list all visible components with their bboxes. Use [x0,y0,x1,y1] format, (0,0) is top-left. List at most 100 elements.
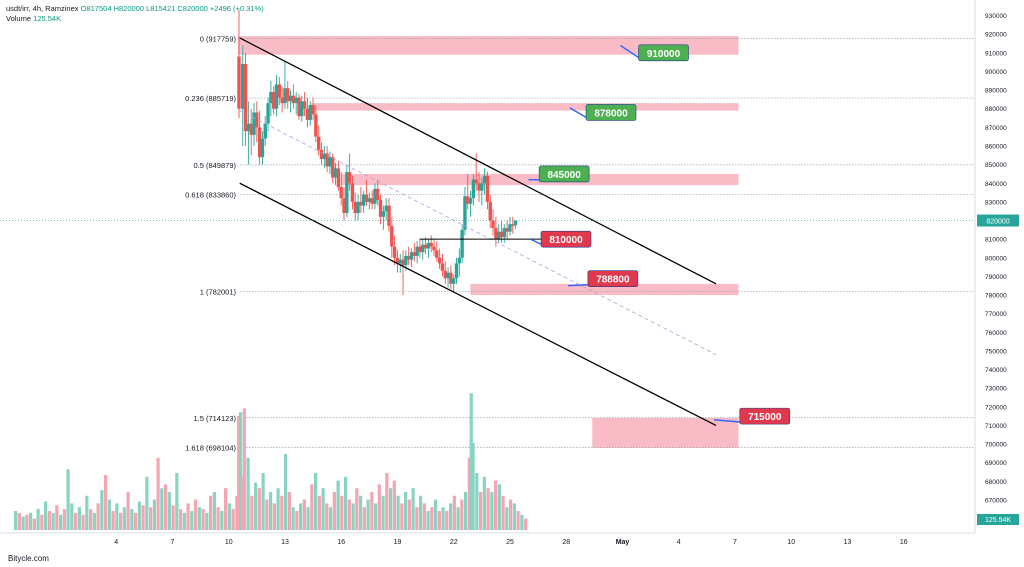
candle-body [308,105,312,120]
candle-body [415,246,419,256]
price-callout [585,104,637,121]
candle-body [460,229,464,258]
ohlc-readout: O817504 H820000 L815421 C820000 +2496 (+… [80,4,264,13]
candle-body [257,127,262,158]
candle-body [505,227,509,232]
volume-bar [14,511,18,530]
volume-bar [32,518,36,530]
volume-bar [400,503,404,530]
candle-body [288,95,293,102]
watermark: Bitycle.com [8,554,49,563]
volume-tag [977,514,1019,525]
volume-bar [254,482,258,530]
price-callout-label: 788800 [596,275,630,286]
volume-bar [520,514,524,530]
volume-bar [415,507,419,530]
volume-bar [486,488,490,530]
candle-body [485,175,490,202]
time-tick-label: 25 [506,539,514,546]
volume-bar [467,457,471,530]
volume-bar [497,484,501,530]
callout-line [714,419,742,423]
volume-bar [340,495,344,530]
candle-body [443,270,447,279]
volume-bar [287,492,291,530]
time-tick-label: 16 [337,539,345,546]
volume-bar [321,488,325,530]
candle-body [513,220,518,226]
volume-bar [314,473,318,530]
time-tick-label: 16 [900,539,908,546]
resistance-zone [592,417,739,448]
candle-body [336,168,341,187]
volume-bar [36,509,40,530]
volume-bar [107,499,111,530]
volume-bar [25,514,29,530]
volume-bar [119,512,123,530]
price-tick-label: 830000 [985,199,1007,206]
price-tick-label: 840000 [985,181,1007,188]
volume-bar [441,507,445,530]
volume-bar [479,492,483,530]
candle-body [300,101,304,117]
time-tick-label: 10 [225,539,233,546]
candle-body [446,272,450,279]
volume-bar [175,473,179,530]
volume-bar [77,507,81,530]
candle-body [406,255,411,260]
candle-body [302,101,307,109]
volume-bar [47,511,51,530]
candle-body [361,194,366,206]
fib-level-label: 0.5 (849879) [193,161,236,170]
volume-bar [122,507,126,530]
candle-body [499,231,504,238]
volume-bar [186,503,190,530]
resistance-zone [237,36,739,55]
volume-bar [257,488,261,530]
candle-body [474,179,478,184]
volume-bar [62,509,66,530]
resistance-zone [470,283,739,296]
candle-body [392,246,397,258]
candle-body [496,231,501,240]
volume-bar [179,509,183,530]
time-tick-label: 7 [733,539,737,546]
time-tick-label: 10 [787,539,795,546]
price-callout [540,230,592,248]
volume-bar [302,499,306,530]
time-tick-label: 22 [450,539,458,546]
volume-bar [115,503,119,530]
volume-bar [164,484,168,530]
price-tick-label: 770000 [985,311,1007,318]
candle-body [390,226,394,247]
volume-bar [471,442,475,530]
volume-bar [17,512,21,530]
volume-bar [482,476,486,530]
candle-body [451,278,456,284]
symbol-label: usdt/irr, 4h, Ramzinex [6,4,79,13]
volume-bar [437,511,441,530]
candle-body [440,263,445,271]
callout-line [567,283,590,287]
volume-bar [501,495,505,530]
time-tick-label: 4 [114,539,118,546]
candle-body [263,123,267,139]
volume-bar [396,495,400,530]
candle-body [457,257,462,264]
volume-bar [434,499,438,530]
price-callout [538,165,590,183]
volume-bar [464,492,468,530]
price-tick-label: 780000 [985,293,1007,300]
volume-bar [74,512,78,530]
candle-body [401,259,405,266]
volume-bar [246,457,250,530]
volume-bar [227,503,231,530]
volume-bar [156,457,160,530]
candle-body [463,196,467,230]
candle-body [241,64,245,109]
candle-body [252,112,256,135]
price-tick-label: 690000 [985,460,1007,467]
volume-bar [197,507,201,530]
candle-body [384,205,388,212]
